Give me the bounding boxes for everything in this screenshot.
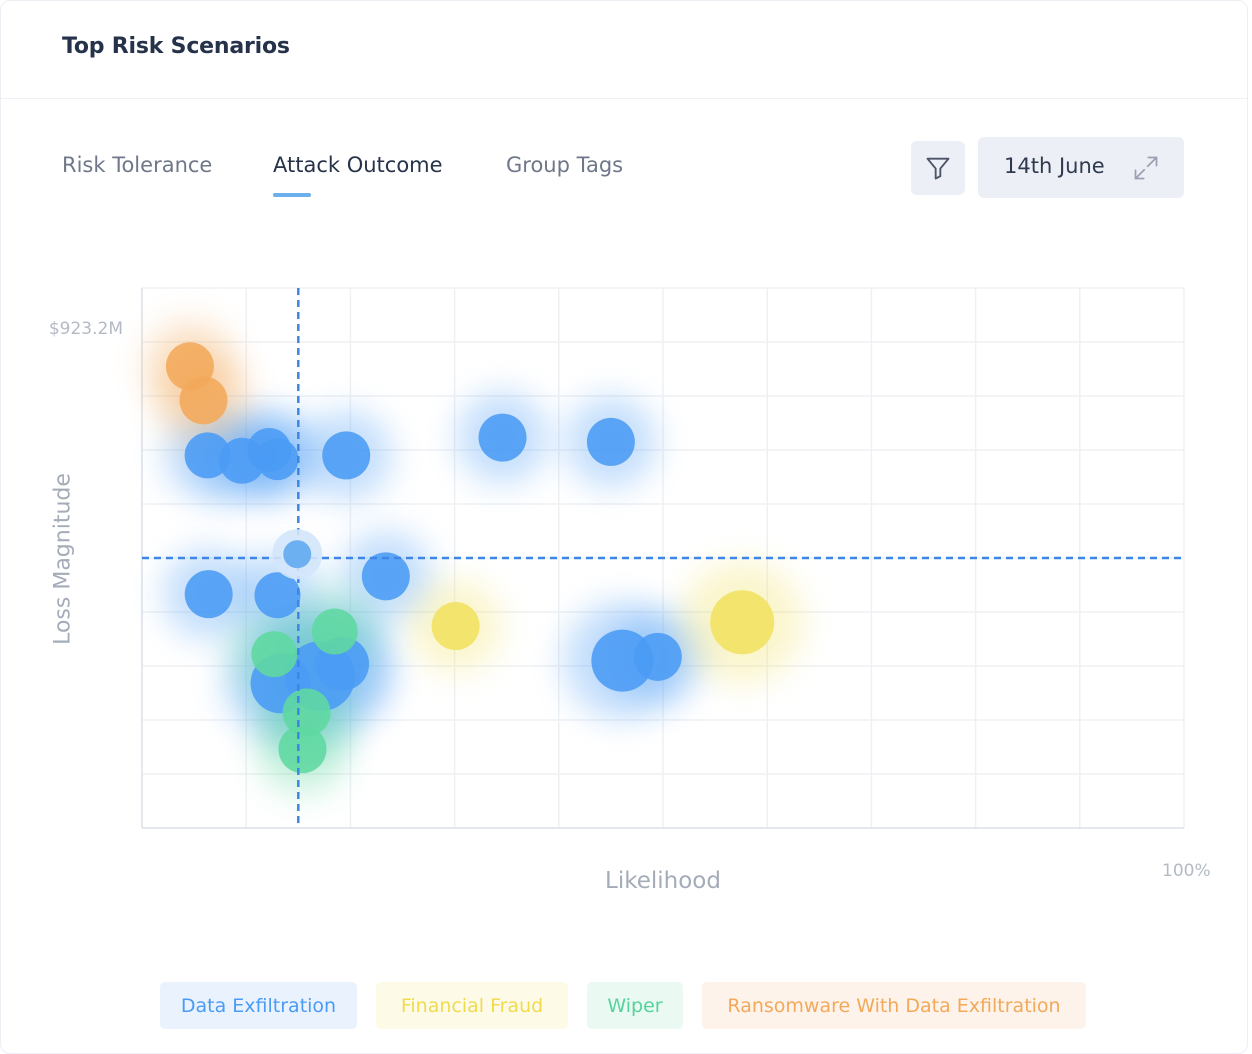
legend-label: Ransomware With Data Exfiltration <box>727 994 1061 1017</box>
bubble-data-exfiltration[interactable] <box>633 632 682 681</box>
bubble-wiper[interactable] <box>311 608 358 655</box>
bubble-data-exfiltration[interactable] <box>184 570 233 619</box>
bubble-data-exfiltration[interactable] <box>254 572 301 619</box>
expand-icon[interactable] <box>1132 154 1160 182</box>
bubble-financial-fraud[interactable] <box>710 590 775 655</box>
legend-financial-fraud[interactable]: Financial Fraud <box>376 982 568 1029</box>
bubble-ransomware-with-data-exfiltration[interactable] <box>179 376 228 425</box>
x-axis-max-label: 100% <box>1162 861 1211 881</box>
legend-label: Wiper <box>607 994 663 1017</box>
selected-point[interactable] <box>283 540 312 569</box>
tab-risk-tolerance[interactable]: Risk Tolerance <box>62 153 213 177</box>
legend-wiper[interactable]: Wiper <box>587 982 683 1029</box>
x-axis-label: Likelihood <box>605 868 721 894</box>
date-selector-button[interactable]: 14th June <box>978 137 1184 198</box>
chart-points <box>165 342 775 774</box>
bubble-wiper[interactable] <box>278 725 327 774</box>
bubble-data-exfiltration[interactable] <box>256 438 299 481</box>
chart-selected <box>272 529 323 580</box>
date-label: 14th June <box>1004 154 1105 178</box>
tab-group-tags[interactable]: Group Tags <box>506 153 624 177</box>
bubble-data-exfiltration[interactable] <box>184 432 231 479</box>
filter-button[interactable] <box>911 141 965 195</box>
card-title: Top Risk Scenarios <box>62 34 290 59</box>
filter-icon <box>926 157 950 180</box>
legend-data-exfiltration[interactable]: Data Exfiltration <box>160 982 357 1029</box>
tab-attack-outcome[interactable]: Attack Outcome <box>273 153 443 177</box>
legend-label: Data Exfiltration <box>180 994 337 1017</box>
y-axis-max-label: $923.2M <box>48 319 123 339</box>
card-header: Top Risk Scenarios <box>1 1 1247 99</box>
scatter-chart <box>141 287 1185 829</box>
bubble-financial-fraud[interactable] <box>431 602 480 651</box>
bubble-data-exfiltration[interactable] <box>322 431 371 480</box>
bubble-wiper[interactable] <box>282 688 331 737</box>
bubble-data-exfiltration[interactable] <box>586 417 635 466</box>
bubble-data-exfiltration[interactable] <box>361 552 410 601</box>
y-axis-label: Loss Magnitude <box>50 473 76 645</box>
bubble-data-exfiltration[interactable] <box>478 413 527 462</box>
bubble-wiper[interactable] <box>251 631 298 678</box>
legend-ransomware-with-data-exfiltration[interactable]: Ransomware With Data Exfiltration <box>702 982 1086 1029</box>
legend-label: Financial Fraud <box>400 994 544 1017</box>
active-tab-indicator <box>273 193 311 197</box>
